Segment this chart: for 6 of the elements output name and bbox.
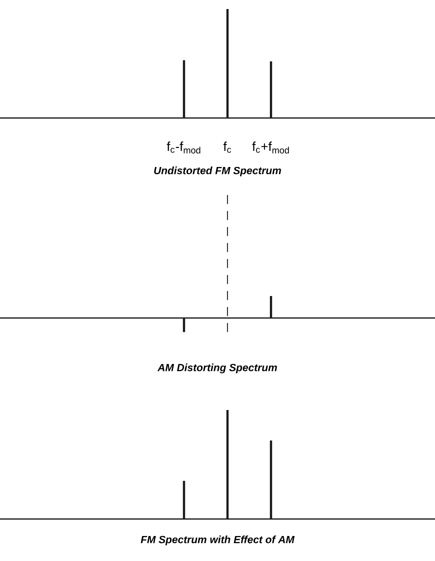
- x-tick-label: f$_{c}$: [223, 142, 232, 153]
- x-tick-label: f$_{c}$-f$_{mod}$: [166, 142, 200, 154]
- text: FM Spectrum with Effect of AM: [140, 536, 295, 546]
- text: AM Distorting Spectrum: [157, 364, 277, 374]
- text: Undistorted FM Spectrum: [154, 166, 281, 176]
- x-tick-label: f$_{c}$+f$_{mod}$: [252, 142, 289, 154]
